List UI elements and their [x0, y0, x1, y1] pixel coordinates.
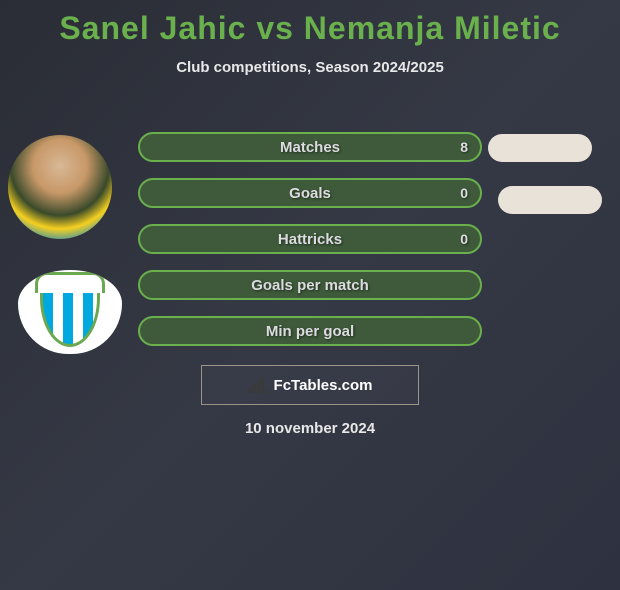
- stat-row-matches: Matches 8: [138, 132, 482, 162]
- footer-date: 10 november 2024: [0, 420, 620, 437]
- stat-label: Goals per match: [140, 277, 480, 294]
- stat-label: Min per goal: [140, 323, 480, 340]
- brand-text: FcTables.com: [274, 377, 373, 394]
- player-avatar: [8, 135, 112, 239]
- stats-container: Matches 8 Goals 0 Hattricks 0 Goals per …: [138, 132, 482, 362]
- stat-row-hattricks: Hattricks 0: [138, 224, 482, 254]
- stat-row-goals: Goals 0: [138, 178, 482, 208]
- stat-label: Hattricks: [140, 231, 480, 248]
- stat-row-min-per-goal: Min per goal: [138, 316, 482, 346]
- stat-row-goals-per-match: Goals per match: [138, 270, 482, 300]
- brand-box: FcTables.com: [201, 365, 419, 405]
- stat-value: 8: [460, 139, 468, 155]
- club-logo: [18, 270, 122, 354]
- comparison-pill-goals: [498, 186, 602, 214]
- page-title: Sanel Jahic vs Nemanja Miletic: [0, 10, 620, 47]
- stat-value: 0: [460, 185, 468, 201]
- stat-label: Goals: [140, 185, 480, 202]
- stat-value: 0: [460, 231, 468, 247]
- subtitle: Club competitions, Season 2024/2025: [0, 59, 620, 76]
- comparison-pill-matches: [488, 134, 592, 162]
- stat-label: Matches: [140, 139, 480, 156]
- bar-chart-icon: [248, 377, 268, 393]
- club-shield-icon: [40, 277, 100, 347]
